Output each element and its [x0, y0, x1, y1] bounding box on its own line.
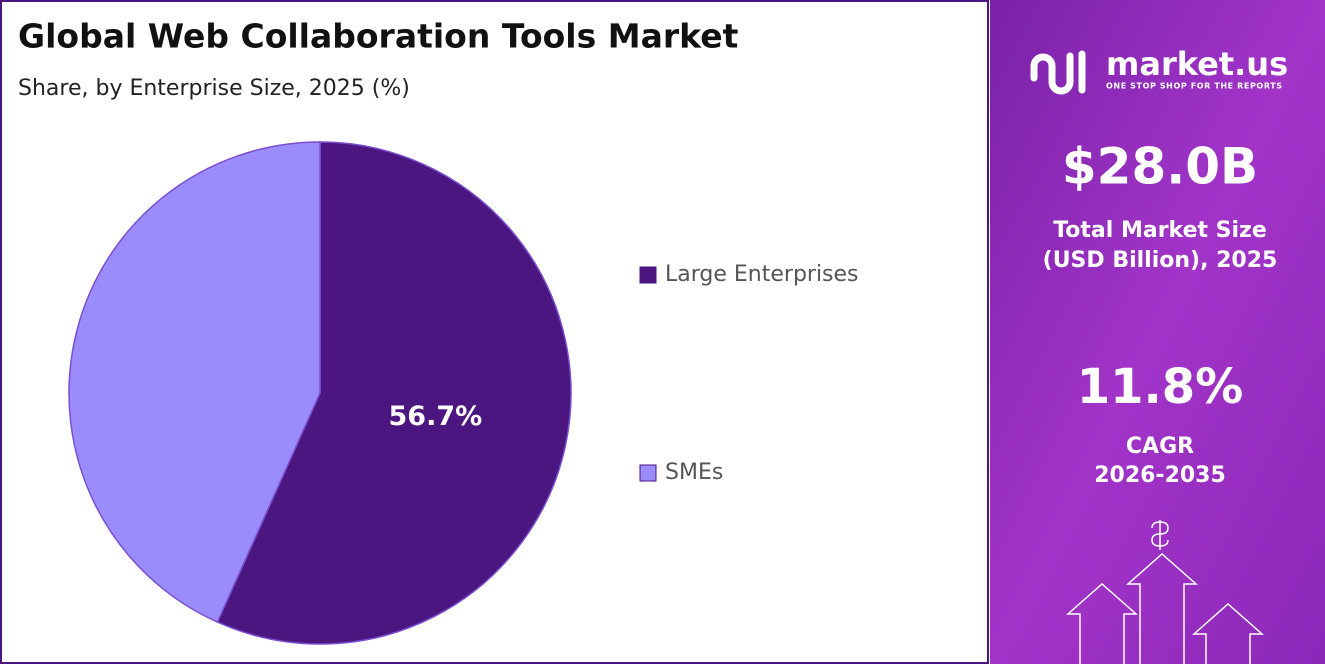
- chart-subtitle: Share, by Enterprise Size, 2025 (%): [18, 76, 410, 101]
- legend-label: Large Enterprises: [665, 262, 859, 287]
- pie-slice: [68, 141, 321, 624]
- market-size-label: Total Market Size: [1053, 218, 1267, 243]
- side-panel: [990, 0, 1325, 664]
- legend: Large Enterprises SMEs: [639, 262, 859, 485]
- chart-title: Global Web Collaboration Tools Market: [18, 17, 739, 56]
- legend-swatch: [639, 266, 657, 284]
- cagr-label: 2026-2035: [1094, 463, 1226, 488]
- cagr: 11.8%: [1077, 359, 1244, 415]
- legend-label: SMEs: [665, 460, 723, 485]
- data-label: 56.7%: [389, 401, 483, 432]
- pie-slice: [216, 141, 572, 645]
- pie: 56.7%: [68, 141, 572, 645]
- cagr-label: CAGR: [1126, 434, 1194, 459]
- brand-tagline: ONE STOP SHOP FOR THE REPORTS: [1106, 82, 1283, 91]
- growth-arrows: [1066, 520, 1264, 664]
- market-size-label: (USD Billion), 2025: [1043, 248, 1278, 273]
- legend-swatch: [639, 464, 657, 482]
- brand-name: market.us: [1106, 45, 1288, 83]
- market-size: $28.0B: [1062, 138, 1258, 196]
- brand-logo: [1030, 50, 1086, 95]
